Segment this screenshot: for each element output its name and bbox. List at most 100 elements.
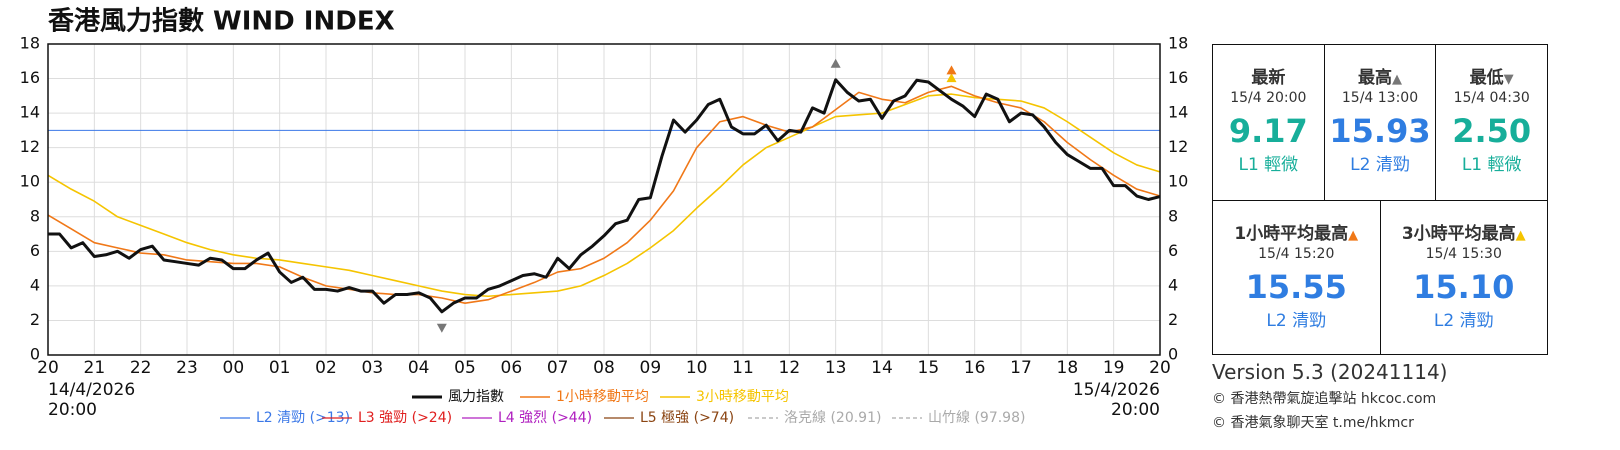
stat-time: 15/4 15:30 bbox=[1425, 245, 1502, 262]
series-line bbox=[48, 78, 1161, 314]
x-tick-label: 02 bbox=[315, 358, 337, 378]
stat-label: 最低 bbox=[1469, 68, 1504, 88]
stat-mark: ▲ bbox=[1515, 227, 1526, 243]
panel-row: 最新 15/4 20:00 9.17 L1 輕微 最高▲ 15/4 13:00 15.93 L… bbox=[1213, 45, 1547, 200]
x-tick-label: 21 bbox=[84, 358, 106, 378]
legend-label: 山竹線 (97.98) bbox=[928, 410, 1025, 426]
x-tick-label: 14 bbox=[871, 358, 893, 378]
y2-tick-label: 12 bbox=[1168, 137, 1188, 156]
legend-label: 3小時移動平均 bbox=[696, 389, 789, 405]
x-tick-label: 12 bbox=[779, 358, 801, 378]
stat-time: 15/4 13:00 bbox=[1341, 90, 1419, 106]
stat-level: L1 輕微 bbox=[1238, 155, 1299, 175]
chart-title: 香港風力指數 WIND INDEX bbox=[48, 7, 395, 37]
stat-mark: ▲ bbox=[1392, 72, 1402, 87]
y2-tick-label: 0 bbox=[1168, 345, 1178, 364]
extreme-marker bbox=[830, 58, 841, 68]
stat-time: 15/4 04:30 bbox=[1453, 90, 1530, 106]
extreme-marker bbox=[946, 65, 957, 75]
y-tick-label: 4 bbox=[30, 275, 40, 294]
y-tick-label: 6 bbox=[30, 241, 40, 260]
y2-tick-label: 18 bbox=[1168, 34, 1188, 53]
stat-cell: 1小時平均最高▲ 15/4 15:20 15.55 L2 清勁 bbox=[1213, 201, 1380, 356]
stat-value: 9.17 bbox=[1228, 112, 1308, 150]
stat-label-row: 1小時平均最高▲ bbox=[1213, 219, 1380, 244]
footer: Version 5.3 (20241114) © 香港熱帶氣旋追擊站 hkcoc… bbox=[1212, 360, 1447, 432]
stat-value: 2.50 bbox=[1452, 112, 1532, 150]
x-tick-label: 16 bbox=[964, 358, 986, 378]
stat-level: L2 清勁 bbox=[1266, 310, 1327, 331]
credit: © 香港熱帶氣旋追擊站 hkcoc.com bbox=[1212, 391, 1437, 407]
y2-tick-label: 6 bbox=[1168, 241, 1178, 260]
plot-frame bbox=[47, 43, 1161, 356]
legend-label: L3 強勁 (>24) bbox=[358, 410, 452, 426]
y-tick-label: 10 bbox=[20, 172, 40, 191]
stat-mark: ▲ bbox=[1348, 227, 1359, 243]
y-tick-label: 12 bbox=[20, 137, 40, 156]
y2-tick-label: 16 bbox=[1168, 68, 1188, 87]
x-tick-label: 10 bbox=[686, 358, 708, 378]
stat-mark: ▼ bbox=[1503, 72, 1514, 87]
stat-cell: 最低▼ 15/4 04:30 2.50 L1 輕微 bbox=[1435, 45, 1547, 200]
x-tick-label: 11 bbox=[732, 358, 754, 378]
legend-label: 1小時移動平均 bbox=[556, 389, 649, 405]
stat-label: 最高 bbox=[1358, 68, 1392, 88]
stat-value: 15.93 bbox=[1329, 112, 1431, 150]
x-tick-label: 23 bbox=[176, 358, 198, 378]
x-tick-label: 15 bbox=[918, 358, 940, 378]
start-date: 14/4/2026 bbox=[48, 380, 135, 400]
stat-label-row: 最高▲ bbox=[1325, 63, 1436, 88]
stat-time: 15/4 15:20 bbox=[1258, 245, 1335, 262]
series-line bbox=[47, 85, 1161, 304]
legend-label: L5 極強 (>74) bbox=[640, 410, 734, 426]
extreme-marker bbox=[436, 323, 447, 333]
y-tick-label: 2 bbox=[30, 310, 40, 329]
stat-label: 1小時平均最高 bbox=[1234, 223, 1349, 244]
x-tick-label: 17 bbox=[1010, 358, 1032, 378]
stat-cell: 最高▲ 15/4 13:00 15.93 L2 清勁 bbox=[1323, 45, 1436, 200]
stat-value: 15.10 bbox=[1413, 267, 1515, 306]
version: Version 5.3 (20241114) bbox=[1212, 360, 1448, 384]
stat-label-row: 3小時平均最高▲ bbox=[1381, 219, 1548, 244]
x-tick-label: 20 bbox=[1149, 358, 1171, 378]
x-tick-label: 19 bbox=[1103, 358, 1125, 378]
y-tick-label: 18 bbox=[20, 34, 40, 53]
y-tick-label: 8 bbox=[30, 206, 40, 225]
stat-label-row: 最低▼ bbox=[1436, 63, 1547, 88]
stat-cell: 最新 15/4 20:00 9.17 L1 輕微 bbox=[1213, 45, 1324, 200]
x-tick-label: 13 bbox=[825, 358, 847, 378]
y2-tick-label: 8 bbox=[1168, 206, 1178, 225]
x-tick-label: 04 bbox=[408, 358, 430, 378]
plot-clip bbox=[48, 129, 1160, 131]
x-tick-label: 05 bbox=[454, 358, 476, 378]
stat-level: L2 清勁 bbox=[1350, 155, 1410, 175]
stat-cell: 3小時平均最高▲ 15/4 15:30 15.10 L2 清勁 bbox=[1379, 200, 1548, 355]
stat-time: 15/4 20:00 bbox=[1230, 90, 1307, 106]
x-tick-label: 03 bbox=[362, 358, 384, 378]
x-tick-label: 08 bbox=[593, 358, 615, 378]
x-tick-label: 01 bbox=[269, 358, 291, 378]
x-tick-label: 00 bbox=[223, 358, 245, 378]
y2-tick-label: 10 bbox=[1168, 172, 1188, 191]
stat-label: 3小時平均最高 bbox=[1401, 223, 1516, 244]
y-tick-label: 14 bbox=[20, 103, 40, 122]
stat-level: L2 清勁 bbox=[1433, 310, 1494, 331]
x-tick-label: 22 bbox=[130, 358, 152, 378]
series-line bbox=[47, 93, 1161, 298]
x-tick-label: 07 bbox=[547, 358, 569, 378]
end-time: 20:00 bbox=[1111, 400, 1160, 420]
y2-tick-label: 2 bbox=[1168, 310, 1178, 329]
y-tick-label: 0 bbox=[30, 345, 40, 364]
x-tick-label: 06 bbox=[501, 358, 523, 378]
x-tick-label: 09 bbox=[640, 358, 662, 378]
chart: 香港風力指數 WIND INDEX 0246810121416180246810… bbox=[20, 7, 1189, 427]
stats-panel: 最新 15/4 20:00 9.17 L1 輕微 最高▲ 15/4 13:00 15.93 L… bbox=[1212, 44, 1548, 355]
start-time: 20:00 bbox=[48, 400, 97, 420]
x-tick-label: 18 bbox=[1057, 358, 1079, 378]
legend-label: 風力指數 bbox=[448, 389, 504, 405]
stat-value: 15.55 bbox=[1245, 267, 1347, 306]
panel-row: 1小時平均最高▲ 15/4 15:20 15.55 L2 清勁 3小時平均最高▲ 15/4… bbox=[1213, 199, 1548, 356]
stat-label-row: 最新 bbox=[1213, 63, 1324, 88]
credit: © 香港氣象聊天室 t.me/hkmcr bbox=[1212, 415, 1414, 431]
